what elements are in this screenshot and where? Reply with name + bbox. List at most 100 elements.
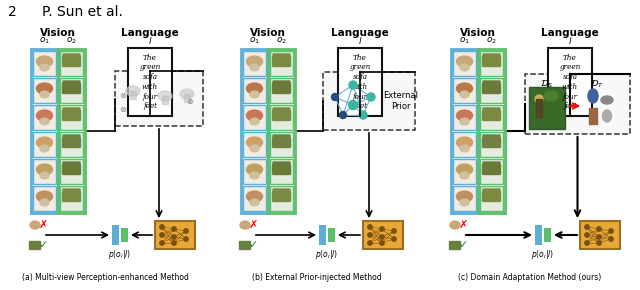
- Ellipse shape: [460, 64, 469, 71]
- FancyBboxPatch shape: [273, 54, 290, 60]
- Bar: [525, 74, 630, 134]
- Ellipse shape: [36, 164, 52, 175]
- Bar: [31, 49, 58, 213]
- Circle shape: [596, 241, 601, 245]
- Bar: [338, 48, 382, 116]
- Bar: [270, 132, 293, 157]
- Ellipse shape: [601, 96, 613, 104]
- Text: $p(o_i|l)$: $p(o_i|l)$: [108, 248, 132, 261]
- Ellipse shape: [36, 110, 52, 121]
- Bar: [480, 78, 503, 103]
- Circle shape: [368, 225, 372, 229]
- Text: External
Prior: External Prior: [383, 91, 418, 111]
- Text: The
green
sofa
with
four
feet: The green sofa with four feet: [140, 53, 161, 110]
- FancyBboxPatch shape: [63, 84, 81, 93]
- Bar: [155, 221, 195, 249]
- Text: $l$: $l$: [358, 35, 362, 46]
- Ellipse shape: [40, 64, 49, 71]
- FancyBboxPatch shape: [273, 110, 291, 121]
- FancyBboxPatch shape: [63, 189, 80, 195]
- FancyBboxPatch shape: [273, 57, 291, 66]
- FancyBboxPatch shape: [273, 189, 290, 195]
- Text: $o_2$: $o_2$: [276, 35, 287, 46]
- FancyBboxPatch shape: [483, 54, 500, 60]
- Text: ⊗: ⊗: [120, 106, 127, 115]
- Bar: [453, 159, 476, 184]
- Ellipse shape: [588, 89, 598, 103]
- Bar: [33, 78, 56, 103]
- Circle shape: [585, 233, 589, 237]
- Circle shape: [349, 101, 358, 110]
- Ellipse shape: [180, 89, 194, 99]
- FancyBboxPatch shape: [63, 164, 81, 175]
- Bar: [243, 105, 266, 130]
- Bar: [243, 186, 266, 211]
- FancyBboxPatch shape: [483, 164, 500, 175]
- Text: $l$: $l$: [568, 35, 572, 46]
- Text: ✗: ✗: [248, 220, 258, 230]
- FancyBboxPatch shape: [483, 189, 500, 195]
- FancyBboxPatch shape: [273, 162, 290, 168]
- Text: The
green
sofa
with
four
feet: The green sofa with four feet: [349, 53, 371, 110]
- Ellipse shape: [460, 199, 469, 206]
- Ellipse shape: [246, 56, 262, 67]
- FancyBboxPatch shape: [483, 108, 500, 114]
- Circle shape: [596, 227, 601, 231]
- Text: $p(o_i|l)$: $p(o_i|l)$: [531, 248, 555, 261]
- Circle shape: [380, 235, 384, 239]
- Text: $o_2$: $o_2$: [66, 35, 77, 46]
- Bar: [363, 221, 403, 249]
- Text: ✗: ✗: [458, 220, 468, 230]
- Bar: [544, 228, 551, 242]
- Circle shape: [380, 227, 384, 231]
- Text: ✓: ✓: [458, 240, 468, 250]
- Bar: [243, 132, 266, 157]
- Bar: [328, 228, 335, 242]
- Text: $\mathcal{D}_T$: $\mathcal{D}_T$: [590, 78, 604, 90]
- Bar: [60, 186, 83, 211]
- FancyBboxPatch shape: [273, 81, 290, 87]
- Bar: [451, 49, 478, 213]
- Text: Vision: Vision: [460, 28, 496, 38]
- Bar: [453, 132, 476, 157]
- Circle shape: [349, 81, 357, 89]
- FancyBboxPatch shape: [483, 137, 500, 148]
- Bar: [33, 186, 56, 211]
- Circle shape: [359, 111, 367, 119]
- Bar: [453, 78, 476, 103]
- Bar: [536, 99, 542, 117]
- Ellipse shape: [246, 137, 262, 148]
- Bar: [60, 132, 83, 157]
- Ellipse shape: [456, 191, 472, 202]
- Bar: [529, 87, 565, 129]
- Circle shape: [160, 225, 164, 229]
- Ellipse shape: [36, 83, 52, 94]
- Text: $\mathcal{D}_S$: $\mathcal{D}_S$: [540, 78, 554, 90]
- Circle shape: [339, 111, 346, 119]
- Circle shape: [184, 229, 188, 233]
- FancyBboxPatch shape: [273, 137, 291, 148]
- Bar: [243, 159, 266, 184]
- Ellipse shape: [602, 110, 611, 122]
- Ellipse shape: [250, 64, 259, 71]
- Bar: [268, 49, 295, 213]
- Bar: [128, 48, 172, 116]
- Bar: [243, 78, 266, 103]
- Circle shape: [380, 241, 384, 245]
- Bar: [60, 51, 83, 76]
- FancyBboxPatch shape: [63, 137, 81, 148]
- Bar: [480, 105, 503, 130]
- FancyBboxPatch shape: [63, 108, 80, 114]
- FancyBboxPatch shape: [483, 191, 500, 202]
- Text: Vision: Vision: [40, 28, 76, 38]
- Circle shape: [535, 95, 543, 103]
- Bar: [535, 225, 542, 245]
- FancyBboxPatch shape: [63, 135, 80, 141]
- Circle shape: [609, 237, 613, 241]
- Ellipse shape: [40, 172, 49, 179]
- Text: ✗: ✗: [38, 220, 48, 230]
- Text: $l$: $l$: [148, 35, 152, 46]
- Ellipse shape: [240, 221, 250, 229]
- Bar: [323, 72, 415, 130]
- FancyBboxPatch shape: [483, 84, 500, 93]
